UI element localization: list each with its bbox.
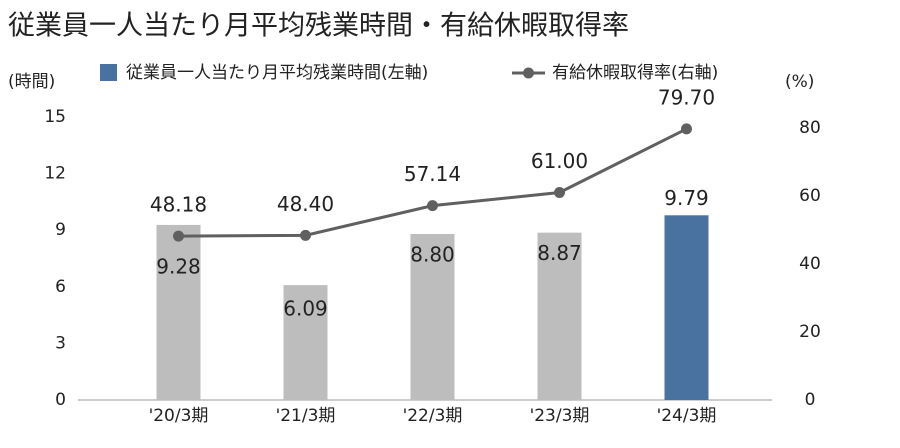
line-marker [173,230,184,242]
line-marker [681,123,692,135]
y-tick-label: 15 [44,107,66,127]
chart-title: 従業員一人当たり月平均残業時間・有給休暇取得率 [8,11,629,42]
line-marker [427,200,438,212]
line-value-label: 57.14 [404,162,461,186]
x-tick-label: '22/3期 [403,406,463,426]
legend-marker [523,67,534,79]
line-value-label: 79.70 [658,85,715,109]
bar [156,224,201,400]
y2-tick-label: 40 [799,254,821,274]
bar-value-label: 8.80 [410,242,455,266]
y2-tick-label: 20 [799,322,821,342]
x-tick-label: '21/3期 [276,406,336,426]
bar-value-label: 9.28 [156,254,201,278]
legend-swatch [100,64,117,81]
line-marker [554,187,565,199]
bar [664,215,709,400]
line-value-label: 48.40 [277,192,334,216]
line-value-label: 61.00 [531,149,588,173]
y2-tick-label: 60 [799,186,821,206]
bar-value-label: 9.79 [664,186,709,210]
y2-tick-label: 80 [799,118,821,138]
bar-value-label: 6.09 [283,297,328,321]
x-tick-label: '20/3期 [149,406,209,426]
y-tick-label: 12 [44,164,66,184]
y2-axis-label: (%) [785,72,814,92]
line-value-label: 48.18 [150,193,207,217]
bar [410,233,455,400]
y-tick-label: 6 [55,277,66,297]
bar [537,232,582,400]
y-axis-label: (時間) [8,72,55,92]
y-tick-label: 3 [55,333,66,353]
x-tick-label: '23/3期 [530,406,590,426]
x-tick-label: '24/3期 [657,406,717,426]
legend-label: 有給休暇取得率(右軸) [552,63,718,83]
bar [283,285,328,400]
line-marker [300,229,311,241]
y-tick-label: 0 [55,390,66,410]
bar-value-label: 8.87 [537,241,582,265]
y-tick-label: 9 [55,220,66,240]
legend-label: 従業員一人当たり月平均残業時間(左軸) [126,63,428,83]
y2-tick-label: 0 [805,390,816,410]
